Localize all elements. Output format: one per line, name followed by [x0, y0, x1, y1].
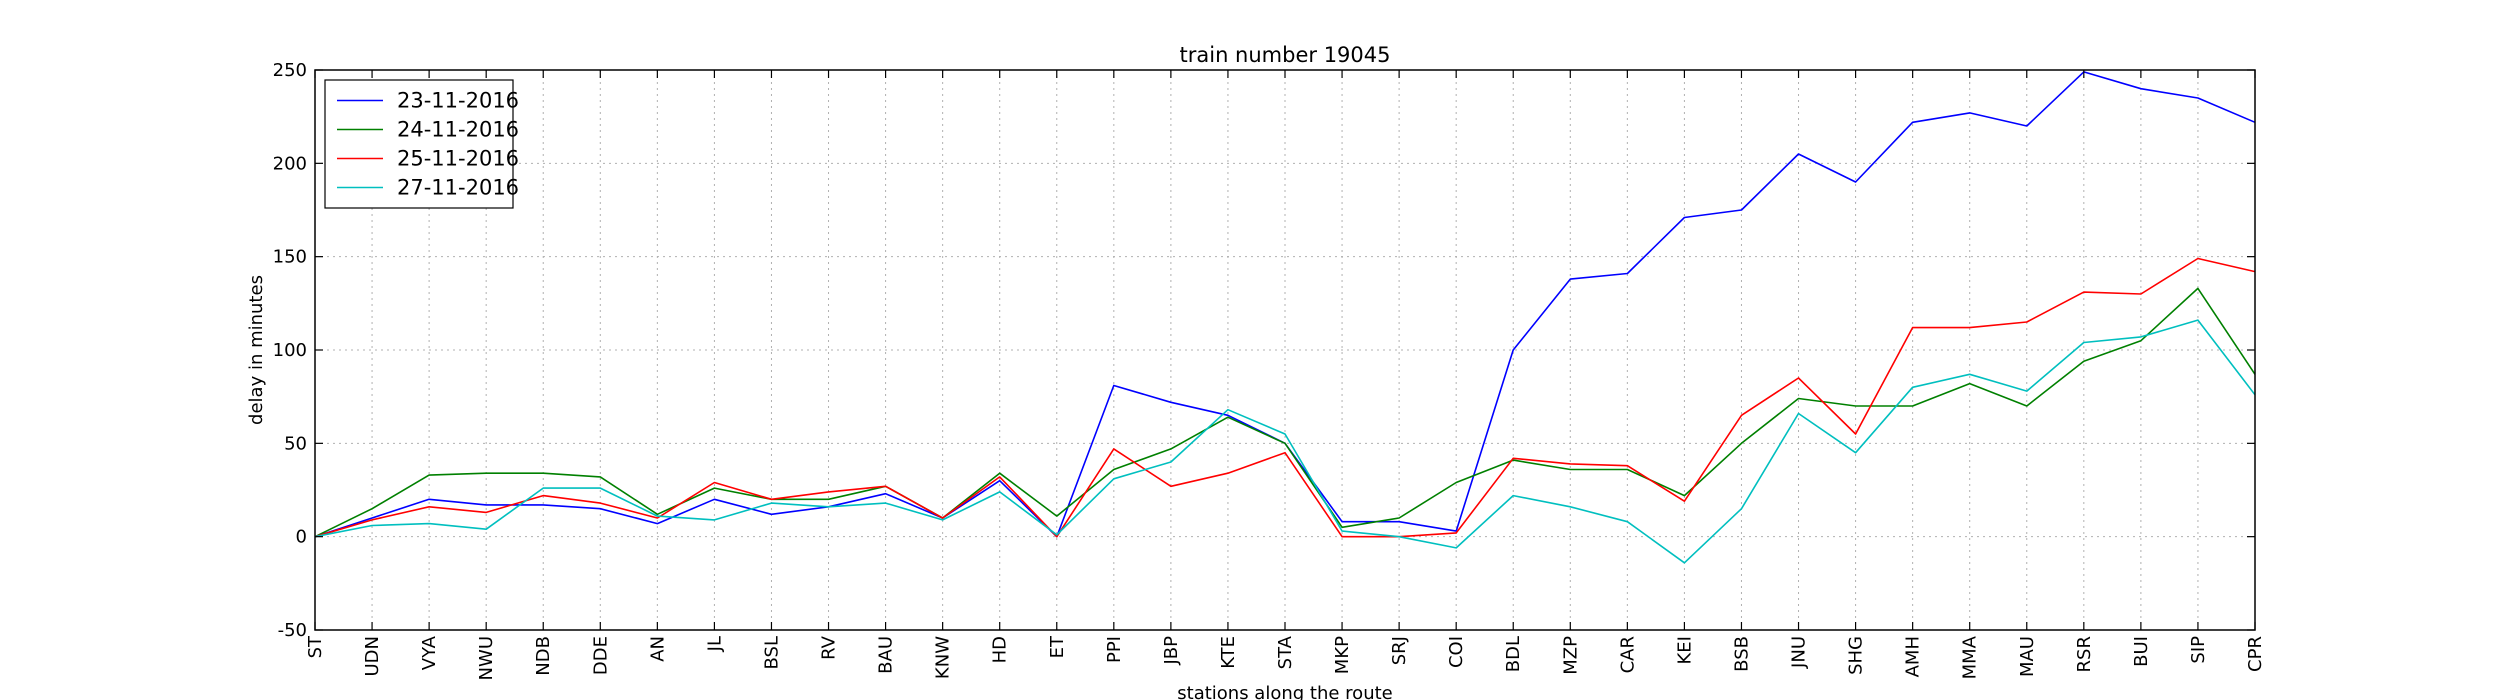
x-tick-label: RV — [819, 635, 840, 660]
x-tick-label: ST — [305, 635, 326, 658]
series-line-25-11-2016 — [314, 257, 2256, 538]
x-tick-label: SRJ — [1389, 636, 1410, 665]
legend-box — [324, 79, 514, 209]
x-tick-label: CAR — [1617, 636, 1638, 673]
x-tick-label: VYA — [419, 635, 440, 670]
series-lines — [314, 71, 2256, 564]
x-tick-label: NDB — [533, 636, 554, 676]
x-tick-label: MZP — [1560, 636, 1581, 675]
y-tick-label: 150 — [273, 247, 307, 268]
legend: 23-11-2016 24-11-2016 25-11-2016 27-11-2016 — [324, 79, 519, 209]
plot-area-background — [315, 70, 2255, 630]
y-tick-label: 250 — [273, 60, 307, 81]
x-tick-label: CPR — [2245, 636, 2266, 672]
x-tick-label: SIP — [2188, 636, 2209, 664]
legend-entry-label: 27-11-2016 — [397, 176, 519, 200]
x-axis-label: stations along the route — [1177, 683, 1392, 700]
x-tick-label: BAU — [876, 636, 897, 674]
x-tick-label: NWU — [476, 636, 497, 680]
x-tick-label: MKP — [1332, 636, 1353, 674]
x-tick-label: MMA — [1960, 635, 1981, 679]
series-line-24-11-2016 — [314, 287, 2256, 538]
legend-entry-label: 23-11-2016 — [397, 89, 519, 113]
tick-labels: -50 0 50 100 150 200 250 ST UDN VYA NWU NDB DDE AN JL B… — [273, 60, 2266, 680]
x-tick-label: KEI — [1674, 636, 1695, 665]
x-tick-label: DDE — [590, 636, 611, 675]
x-tick-label: BSB — [1731, 636, 1752, 672]
y-axis-label: delay in minutes — [246, 275, 267, 425]
y-tick-label: 0 — [296, 527, 307, 548]
x-tick-label: AMH — [1903, 636, 1924, 677]
x-tick-label: BDL — [1503, 636, 1524, 672]
x-tick-label: STA — [1275, 635, 1296, 669]
x-tick-label: AN — [647, 636, 668, 662]
x-tick-label: COI — [1446, 636, 1467, 668]
x-tick-label: KTE — [1218, 636, 1239, 669]
x-tick-label: JL — [704, 636, 725, 652]
y-tick-label: 100 — [273, 340, 307, 361]
x-tick-label: JBP — [1161, 636, 1182, 666]
x-tick-label: UDN — [362, 636, 383, 677]
y-tick-label: 200 — [273, 153, 307, 174]
chart-title: train number 19045 — [1180, 43, 1391, 67]
series-line-27-11-2016 — [314, 319, 2256, 564]
y-tick-label: -50 — [278, 620, 307, 641]
legend-entry-label: 25-11-2016 — [397, 147, 519, 171]
x-tick-label: PPI — [1104, 636, 1125, 663]
axis-ticks — [314, 69, 2256, 631]
x-tick-label: ET — [1047, 635, 1068, 658]
x-tick-label: BUI — [2131, 636, 2152, 667]
x-tick-label: HD — [990, 636, 1011, 663]
legend-entry-label: 24-11-2016 — [397, 118, 519, 142]
x-tick-label: KNW — [933, 636, 954, 679]
x-tick-label: MAU — [2017, 636, 2038, 677]
x-tick-label: JNU — [1789, 636, 1810, 669]
x-tick-label: BSL — [761, 636, 782, 670]
x-tick-label: RSR — [2074, 636, 2095, 672]
x-tick-label: SHG — [1846, 636, 1867, 675]
y-tick-label: 50 — [284, 433, 307, 454]
